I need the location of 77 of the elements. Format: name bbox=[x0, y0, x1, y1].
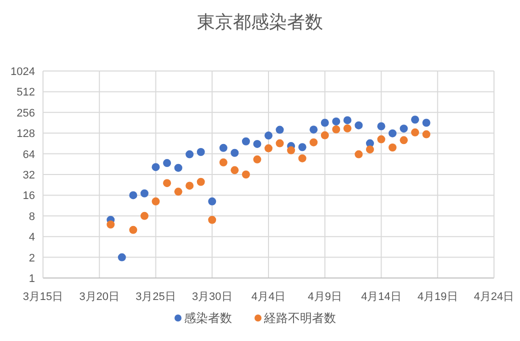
point bbox=[298, 143, 306, 152]
point bbox=[343, 124, 352, 132]
point bbox=[140, 212, 148, 220]
point bbox=[152, 163, 160, 172]
point bbox=[276, 139, 284, 148]
y-tick-label: 8 bbox=[28, 210, 35, 223]
point bbox=[163, 159, 172, 168]
point bbox=[320, 131, 329, 140]
point bbox=[354, 150, 363, 158]
point bbox=[264, 132, 272, 140]
point bbox=[320, 118, 329, 127]
y-tick-label: 1024 bbox=[10, 66, 35, 78]
legend-label: 経路不明者数 bbox=[263, 311, 336, 325]
point bbox=[264, 144, 272, 152]
y-tick-label: 256 bbox=[16, 107, 35, 120]
point bbox=[196, 148, 205, 156]
point bbox=[388, 129, 397, 138]
point bbox=[230, 166, 239, 174]
point bbox=[343, 116, 352, 124]
y-tick-label: 128 bbox=[16, 128, 35, 140]
y-tick-label: 2 bbox=[28, 252, 35, 264]
legend-label: 感染者数 bbox=[184, 311, 232, 325]
x-tick-label: 3月20日 bbox=[79, 291, 120, 303]
point bbox=[219, 144, 228, 152]
point bbox=[219, 158, 228, 166]
point bbox=[422, 130, 430, 138]
point bbox=[388, 144, 397, 152]
point bbox=[242, 137, 250, 146]
point bbox=[129, 191, 138, 200]
point bbox=[174, 164, 182, 172]
point bbox=[332, 117, 340, 126]
y-tick-label: 16 bbox=[22, 190, 35, 202]
x-tick-label: 3月30日 bbox=[192, 291, 232, 303]
point bbox=[129, 226, 138, 234]
x-tick-label: 3月15日 bbox=[22, 291, 64, 303]
x-tick-label: 4月4日 bbox=[251, 291, 286, 303]
x-tick-label: 3月25日 bbox=[136, 291, 176, 303]
point bbox=[298, 154, 306, 162]
x-tick-label: 4月14日 bbox=[361, 291, 402, 303]
point bbox=[377, 135, 386, 144]
point bbox=[310, 138, 318, 146]
y-tick-label: 512 bbox=[16, 86, 35, 99]
point bbox=[276, 126, 284, 134]
y-tick-label: 4 bbox=[28, 232, 35, 244]
point bbox=[411, 128, 420, 136]
point bbox=[230, 148, 239, 157]
point bbox=[332, 125, 340, 134]
point bbox=[422, 118, 430, 127]
point bbox=[118, 253, 126, 262]
point bbox=[253, 140, 262, 148]
point bbox=[140, 189, 148, 198]
point bbox=[354, 121, 363, 130]
point bbox=[310, 126, 318, 134]
x-tick-label: 4月24日 bbox=[474, 291, 514, 303]
point bbox=[366, 145, 374, 154]
point bbox=[253, 155, 262, 164]
point bbox=[377, 122, 386, 130]
point bbox=[186, 150, 194, 158]
point bbox=[208, 216, 216, 224]
point bbox=[411, 116, 420, 124]
y-tick-label: 32 bbox=[22, 170, 35, 182]
point bbox=[196, 178, 205, 186]
y-tick-label: 64 bbox=[22, 148, 35, 161]
point bbox=[400, 124, 408, 133]
point bbox=[242, 170, 250, 178]
point bbox=[174, 188, 182, 196]
x-tick-label: 4月19日 bbox=[417, 291, 458, 303]
point bbox=[186, 182, 194, 190]
point bbox=[152, 197, 160, 206]
x-tick-label: 4月9日 bbox=[308, 291, 342, 303]
point bbox=[106, 220, 115, 228]
y-tick-label: 1 bbox=[28, 273, 35, 285]
point bbox=[287, 146, 296, 154]
chart-title: 東京都感染者数 bbox=[197, 12, 323, 32]
point bbox=[163, 179, 172, 188]
point bbox=[400, 136, 408, 144]
point bbox=[208, 197, 216, 206]
